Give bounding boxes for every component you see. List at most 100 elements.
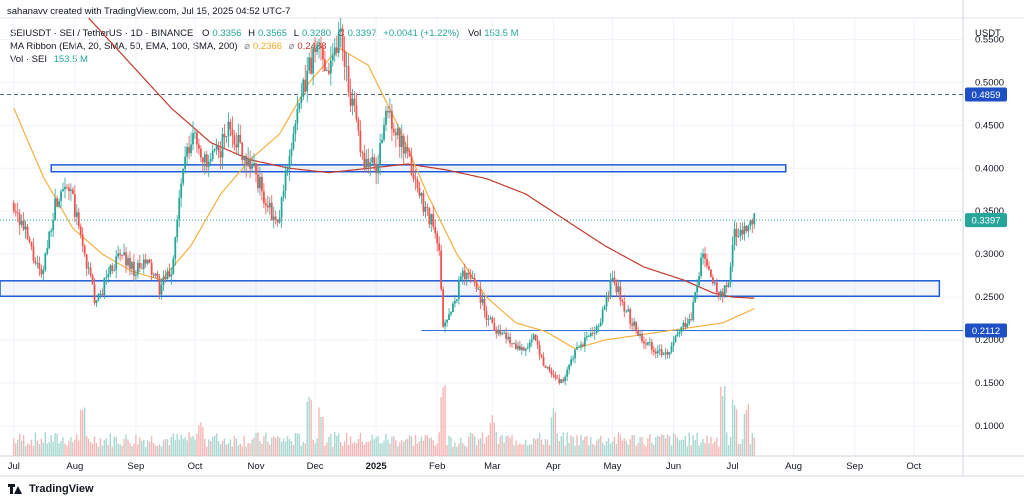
candle-body — [223, 133, 226, 138]
candle-body — [700, 257, 702, 276]
candle-body — [485, 310, 488, 320]
volume-bar — [215, 433, 218, 456]
volume-bar — [381, 443, 383, 456]
y-tick-label: 0.3000 — [975, 249, 1004, 260]
volume-bar — [666, 434, 669, 456]
ma-ribbon-label[interactable]: MA Ribbon (EMA, 20, SMA, 50, EMA, 100, S… — [10, 41, 238, 52]
volume-bar — [367, 442, 369, 456]
volume-bar — [487, 435, 490, 456]
volume-bar — [174, 440, 176, 456]
candle-body — [14, 211, 17, 213]
volume-bar — [438, 432, 440, 456]
candle-body — [595, 326, 598, 333]
volume-bar — [568, 443, 570, 456]
volume-bar — [135, 435, 137, 456]
volume-bar — [749, 444, 752, 456]
candle-body — [162, 277, 165, 285]
candle-body — [387, 110, 389, 113]
candle-body — [394, 132, 397, 136]
candle-body — [152, 274, 155, 276]
volume-bar — [698, 445, 700, 456]
volume-bar — [489, 423, 492, 456]
volume-bar — [702, 438, 704, 456]
candle-body — [639, 333, 641, 336]
volume-bar — [276, 436, 279, 456]
support-resistance-zone — [0, 280, 941, 298]
candle-body — [587, 336, 590, 337]
volume-bar — [452, 446, 454, 456]
volume-bar — [255, 432, 257, 456]
candle-body — [361, 152, 364, 154]
candle-body — [617, 286, 620, 293]
volume-bar — [599, 435, 602, 456]
volume-bar — [403, 442, 405, 456]
volume-bar — [24, 445, 27, 456]
symbol-name[interactable]: SEIUSDT · SEI / TetherUS · 1D · BINANCE — [10, 28, 194, 39]
volume-bar — [552, 408, 555, 456]
volume-bar — [564, 445, 566, 456]
candle-body — [507, 336, 509, 339]
candle-body — [111, 265, 114, 271]
candle-body — [682, 322, 685, 327]
candle-body — [438, 243, 441, 251]
candle-body — [501, 333, 504, 335]
high-label: H — [248, 28, 255, 39]
candle-body — [540, 355, 543, 357]
candle-body — [121, 255, 123, 256]
volume-bar — [257, 432, 259, 456]
candle-body — [178, 197, 181, 220]
candle-body — [459, 276, 462, 280]
candle-body — [426, 206, 429, 208]
volume-bar — [99, 438, 102, 456]
volume-bar — [706, 435, 708, 456]
volume-bar — [615, 443, 618, 456]
volume-bar — [349, 436, 352, 456]
candle-body — [554, 375, 557, 378]
volume-bar — [710, 436, 712, 456]
volume-bar — [440, 397, 442, 456]
candle-body — [138, 262, 141, 268]
high-value: 0.3565 — [257, 28, 288, 39]
volume-indicator-label[interactable]: Vol · SEI — [10, 54, 47, 65]
candle-body — [245, 155, 248, 166]
candle-body — [312, 48, 315, 74]
candle-body — [278, 217, 281, 223]
candle-body — [400, 135, 403, 147]
volume-bar — [123, 438, 125, 456]
candle-body — [526, 347, 529, 349]
volume-bar — [657, 435, 659, 456]
volume-bar — [288, 439, 291, 456]
volume-bar — [731, 399, 734, 456]
candle-body — [36, 263, 39, 264]
volume-bar — [722, 395, 724, 456]
volume-bar — [267, 441, 269, 456]
volume-bar — [26, 443, 29, 456]
close-value: 0.3397 — [347, 28, 377, 39]
candle-body — [656, 350, 659, 354]
candle-body — [643, 341, 645, 344]
candle-body — [160, 284, 163, 295]
candle-body — [593, 332, 596, 334]
candle-body — [475, 282, 478, 290]
candle-body — [365, 158, 368, 168]
volume-bar — [282, 438, 285, 456]
candle-body — [142, 259, 145, 269]
candle-body — [694, 292, 697, 303]
volume-bar — [605, 441, 608, 456]
candle-body — [123, 252, 125, 256]
volume-bar — [479, 438, 482, 456]
candle-body — [259, 176, 261, 189]
candle-body — [85, 254, 88, 269]
volume-bar — [253, 437, 255, 456]
volume-bar — [290, 441, 293, 456]
currency-label: USDT — [975, 28, 1001, 39]
candle-body — [219, 151, 222, 158]
level-label: 0.2112 — [972, 326, 1000, 337]
volume-bar — [178, 439, 180, 456]
candle-body — [48, 231, 51, 249]
volume-bar — [74, 439, 76, 456]
volume-bar — [684, 435, 687, 456]
low-value: 0.3280 — [301, 28, 332, 39]
candle-body — [455, 299, 458, 301]
